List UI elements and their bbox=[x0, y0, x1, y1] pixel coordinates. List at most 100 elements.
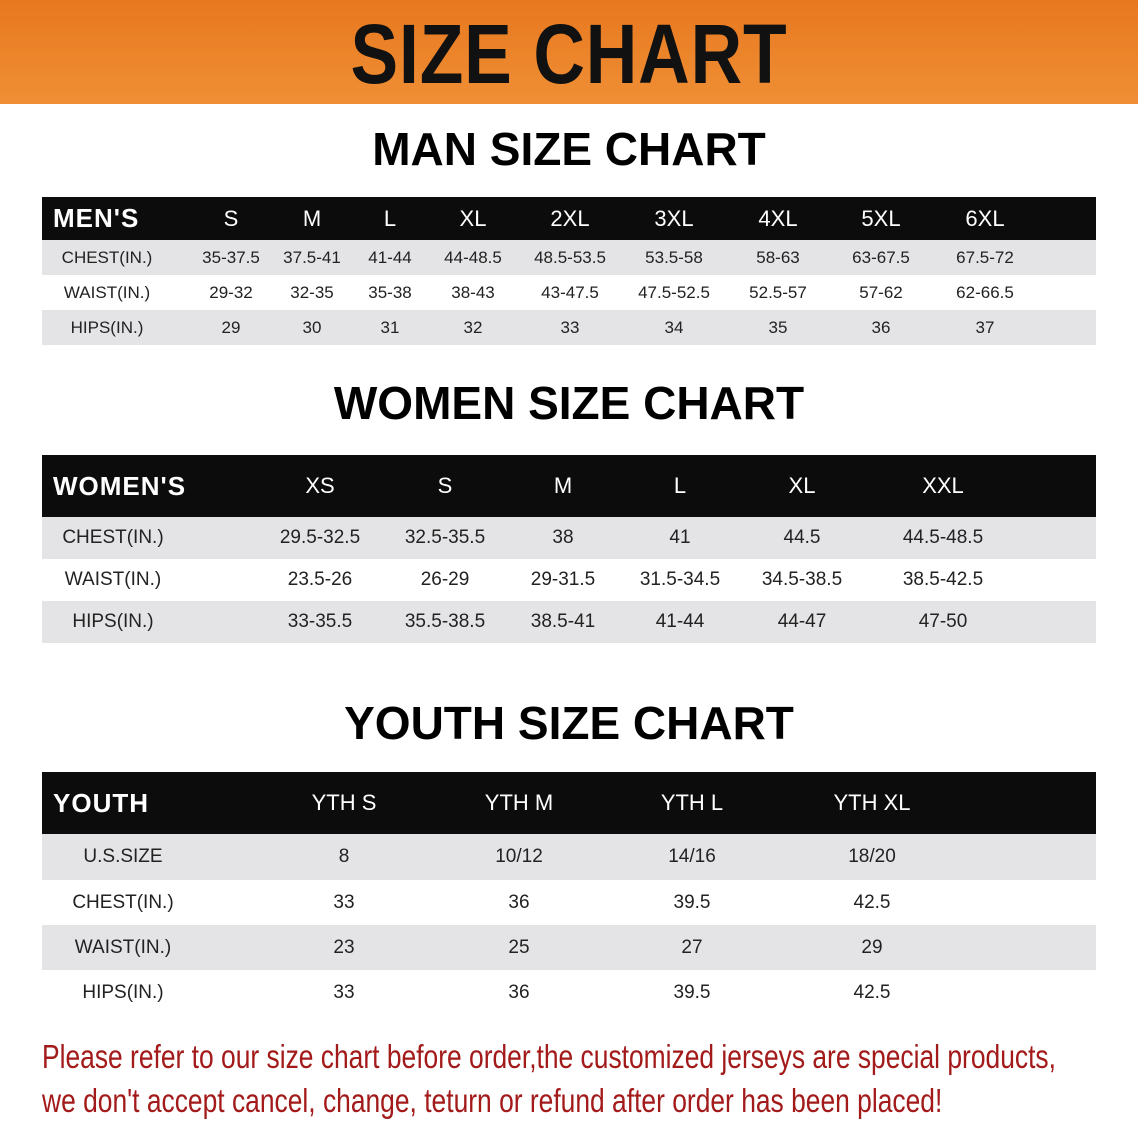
youth-size-table: YOUTH YTH S YTH M YTH L YTH XL U.S.SIZE 8 10/12… bbox=[42, 772, 1096, 1015]
table-cell: 31 bbox=[380, 317, 400, 337]
table-cell: 44-47 bbox=[777, 611, 827, 632]
disclaimer-line-1: Please refer to our size chart before or… bbox=[42, 1038, 1056, 1075]
women-size-table: WOMEN'S XS S M L XL XXL CHEST(IN.) 29.5-32.5 32.5… bbox=[42, 455, 1096, 643]
size-header-cell: 4XL bbox=[758, 205, 798, 231]
table-cell: 32-35 bbox=[290, 282, 334, 302]
table-cell: 48.5-53.5 bbox=[534, 247, 606, 267]
size-header-cell: XL bbox=[788, 473, 816, 498]
row-label: WAIST(IN.) bbox=[63, 282, 151, 302]
table-cell: 42.5 bbox=[853, 891, 891, 913]
table-cell: 53.5-58 bbox=[645, 247, 703, 267]
table-cell: 14/16 bbox=[668, 846, 716, 867]
table-row: HIPS(IN.) 29 30 31 32 33 34 35 36 37 bbox=[42, 310, 1096, 345]
row-label: CHEST(IN.) bbox=[61, 247, 153, 267]
row-label: HIPS(IN.) bbox=[72, 611, 154, 632]
size-header-cell: YTH XL bbox=[833, 790, 911, 815]
table-title-cell: WOMEN'S bbox=[53, 470, 187, 501]
table-cell: 32.5-35.5 bbox=[404, 527, 486, 548]
table-cell: 33 bbox=[333, 981, 355, 1003]
table-cell: 32 bbox=[463, 317, 483, 337]
row-label: WAIST(IN.) bbox=[64, 569, 162, 590]
table-cell: 29-31.5 bbox=[530, 569, 596, 590]
table-cell: 57-62 bbox=[859, 282, 903, 302]
row-label: HIPS(IN.) bbox=[82, 981, 164, 1003]
table-cell: 44.5-48.5 bbox=[902, 527, 984, 548]
table-cell: 41-44 bbox=[368, 247, 412, 267]
table-cell: 33-35.5 bbox=[287, 611, 353, 632]
row-label: CHEST(IN.) bbox=[72, 891, 174, 913]
table-cell: 38 bbox=[552, 527, 574, 548]
women-section-title: WOMEN SIZE CHART bbox=[333, 377, 805, 429]
table-cell: 27 bbox=[681, 936, 703, 958]
table-cell: 23 bbox=[333, 936, 355, 958]
table-row: HIPS(IN.) 33-35.5 35.5-38.5 38.5-41 41-44 44-… bbox=[42, 601, 1096, 643]
size-header-cell: 5XL bbox=[861, 205, 901, 231]
row-label: WAIST(IN.) bbox=[74, 936, 172, 958]
row-label: CHEST(IN.) bbox=[62, 527, 164, 548]
table-row: HIPS(IN.) 33 36 39.5 42.5 bbox=[42, 970, 1096, 1015]
table-cell: 29.5-32.5 bbox=[279, 527, 361, 548]
banner: SIZE CHART bbox=[0, 0, 1138, 104]
table-cell: 41 bbox=[669, 527, 691, 548]
size-header-cell: 6XL bbox=[965, 205, 1005, 231]
table-cell: 10/12 bbox=[495, 846, 543, 867]
table-row: CHEST(IN.) 35-37.5 37.5-41 41-44 44-48.5 48.5… bbox=[42, 240, 1096, 275]
table-row: WAIST(IN.) 29-32 32-35 35-38 38-43 43-47.5 47.… bbox=[42, 275, 1096, 310]
table-header-row: MEN'S S M L XL 2XL 3XL 4XL 5XL 6XL bbox=[42, 197, 1096, 240]
table-row: WAIST(IN.) 23.5-26 26-29 29-31.5 31.5-34.5 34… bbox=[42, 559, 1096, 601]
size-header-cell: YTH L bbox=[660, 790, 724, 815]
table-cell: 35.5-38.5 bbox=[404, 611, 486, 632]
men-section-title: MAN SIZE CHART bbox=[372, 123, 766, 175]
size-header-cell: 3XL bbox=[654, 205, 694, 231]
table-cell: 58-63 bbox=[756, 247, 800, 267]
table-cell: 36 bbox=[508, 981, 530, 1003]
size-header-cell: L bbox=[383, 205, 397, 231]
table-cell: 18/20 bbox=[848, 846, 896, 867]
banner-title: SIZE CHART bbox=[350, 7, 788, 101]
table-row: WAIST(IN.) 23 25 27 29 bbox=[42, 925, 1096, 970]
table-row: CHEST(IN.) 33 36 39.5 42.5 bbox=[42, 880, 1096, 925]
table-cell: 36 bbox=[508, 891, 530, 913]
size-header-cell: XXL bbox=[922, 473, 964, 498]
table-row: CHEST(IN.) 29.5-32.5 32.5-35.5 38 41 44.5 44.5… bbox=[42, 517, 1096, 559]
size-header-cell: YTH M bbox=[484, 790, 554, 815]
size-header-cell: XL bbox=[459, 205, 487, 231]
table-cell: 37 bbox=[975, 317, 995, 337]
size-header-cell: XS bbox=[305, 473, 335, 498]
table-cell: 38.5-41 bbox=[530, 611, 596, 632]
row-label: HIPS(IN.) bbox=[70, 317, 144, 337]
table-cell: 35-37.5 bbox=[202, 247, 260, 267]
table-cell: 29-32 bbox=[209, 282, 253, 302]
row-label: U.S.SIZE bbox=[83, 846, 163, 867]
table-cell: 34.5-38.5 bbox=[761, 569, 843, 590]
table-cell: 23.5-26 bbox=[287, 569, 353, 590]
table-cell: 43-47.5 bbox=[541, 282, 599, 302]
table-cell: 38-43 bbox=[451, 282, 495, 302]
size-header-cell: S bbox=[437, 473, 453, 498]
table-cell: 42.5 bbox=[853, 981, 891, 1003]
table-cell: 8 bbox=[338, 846, 350, 867]
size-header-cell: M bbox=[553, 473, 573, 498]
table-cell: 67.5-72 bbox=[956, 247, 1014, 267]
table-cell: 41-44 bbox=[655, 611, 705, 632]
table-cell: 33 bbox=[333, 891, 355, 913]
table-cell: 63-67.5 bbox=[852, 247, 910, 267]
table-cell: 39.5 bbox=[673, 891, 711, 913]
table-cell: 25 bbox=[508, 936, 530, 958]
table-cell: 47-50 bbox=[918, 611, 968, 632]
table-cell: 39.5 bbox=[673, 981, 711, 1003]
table-cell: 26-29 bbox=[420, 569, 470, 590]
table-cell: 44-48.5 bbox=[444, 247, 502, 267]
table-cell: 30 bbox=[302, 317, 322, 337]
table-header-row: YOUTH YTH S YTH M YTH L YTH XL bbox=[42, 772, 1096, 834]
table-cell: 47.5-52.5 bbox=[638, 282, 710, 302]
table-cell: 33 bbox=[560, 317, 580, 337]
table-cell: 34 bbox=[664, 317, 684, 337]
table-title-cell: YOUTH bbox=[53, 787, 149, 818]
table-header-row: WOMEN'S XS S M L XL XXL bbox=[42, 455, 1096, 517]
size-header-cell: L bbox=[673, 473, 687, 498]
table-cell: 36 bbox=[871, 317, 891, 337]
size-header-cell: S bbox=[223, 205, 239, 231]
table-cell: 29 bbox=[221, 317, 241, 337]
men-size-table: MEN'S S M L XL 2XL 3XL 4XL 5XL 6XL CHEST(IN.) 35-37… bbox=[42, 197, 1096, 345]
